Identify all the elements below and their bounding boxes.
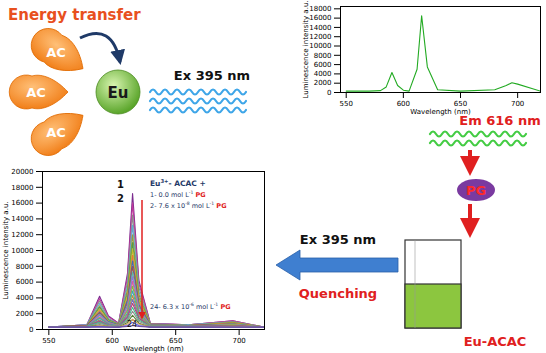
svg-text:24- 6.3 x 10-6 mol L-1 PG: 24- 6.3 x 10-6 mol L-1 PG bbox=[150, 302, 231, 311]
svg-text:4000: 4000 bbox=[16, 294, 34, 302]
svg-text:AC: AC bbox=[46, 125, 66, 140]
svg-text:18000: 18000 bbox=[309, 5, 331, 13]
svg-text:2: 2 bbox=[117, 193, 124, 204]
svg-text:1: 1 bbox=[117, 179, 124, 190]
svg-text:650: 650 bbox=[453, 100, 468, 109]
svg-text:18000: 18000 bbox=[11, 184, 33, 192]
svg-text:600: 600 bbox=[397, 100, 410, 108]
svg-text:Quenching: Quenching bbox=[299, 286, 377, 301]
svg-text:16000: 16000 bbox=[309, 14, 331, 22]
svg-text:PG: PG bbox=[466, 183, 486, 198]
svg-text:Wavelength (nm): Wavelength (nm) bbox=[410, 108, 471, 116]
svg-text:14000: 14000 bbox=[309, 24, 331, 32]
svg-text:16000: 16000 bbox=[11, 199, 33, 207]
svg-text:AC: AC bbox=[46, 45, 66, 60]
svg-text:20000: 20000 bbox=[11, 168, 33, 176]
svg-text:Luminescence intensity a.u.: Luminescence intensity a.u. bbox=[2, 201, 10, 299]
svg-text:Energy transfer: Energy transfer bbox=[8, 6, 141, 24]
svg-text:AC: AC bbox=[26, 85, 46, 100]
svg-text:12000: 12000 bbox=[11, 231, 33, 239]
svg-text:2- 7.6 x 10-8 mol L-1 PG: 2- 7.6 x 10-8 mol L-1 PG bbox=[150, 201, 226, 210]
svg-text:8000: 8000 bbox=[314, 52, 332, 60]
svg-text:2000: 2000 bbox=[16, 310, 34, 318]
svg-text:2000: 2000 bbox=[314, 79, 332, 87]
svg-text:650: 650 bbox=[169, 337, 183, 346]
svg-text:10000: 10000 bbox=[309, 42, 331, 50]
svg-text:550: 550 bbox=[42, 337, 55, 345]
svg-text:24: 24 bbox=[127, 320, 137, 329]
svg-text:Eu: Eu bbox=[108, 84, 129, 102]
svg-text:Ex 395 nm: Ex 395 nm bbox=[300, 232, 376, 247]
svg-text:0: 0 bbox=[327, 89, 331, 97]
svg-text:6000: 6000 bbox=[314, 61, 332, 69]
svg-text:Em 616 nm: Em 616 nm bbox=[459, 113, 540, 128]
svg-text:Wavelength (nm): Wavelength (nm) bbox=[123, 345, 184, 353]
svg-text:10000: 10000 bbox=[11, 247, 33, 255]
svg-text:0: 0 bbox=[29, 326, 33, 334]
svg-text:Eu3+- ACAC +: Eu3+- ACAC + bbox=[150, 178, 206, 188]
svg-text:12000: 12000 bbox=[309, 33, 331, 41]
svg-text:550: 550 bbox=[340, 100, 353, 108]
svg-text:14000: 14000 bbox=[11, 215, 33, 223]
svg-text:700: 700 bbox=[511, 100, 524, 108]
svg-text:Luminescence intensity a.u.: Luminescence intensity a.u. bbox=[302, 0, 310, 98]
svg-text:8000: 8000 bbox=[16, 263, 34, 271]
svg-text:6000: 6000 bbox=[16, 278, 34, 286]
svg-text:Eu-ACAC: Eu-ACAC bbox=[464, 334, 527, 349]
svg-text:600: 600 bbox=[106, 337, 119, 345]
svg-text:4000: 4000 bbox=[314, 70, 332, 78]
svg-text:1- 0.0 mol L-1 PG: 1- 0.0 mol L-1 PG bbox=[150, 190, 206, 199]
svg-text:Ex 395 nm: Ex 395 nm bbox=[174, 68, 250, 83]
svg-text:700: 700 bbox=[232, 337, 245, 345]
